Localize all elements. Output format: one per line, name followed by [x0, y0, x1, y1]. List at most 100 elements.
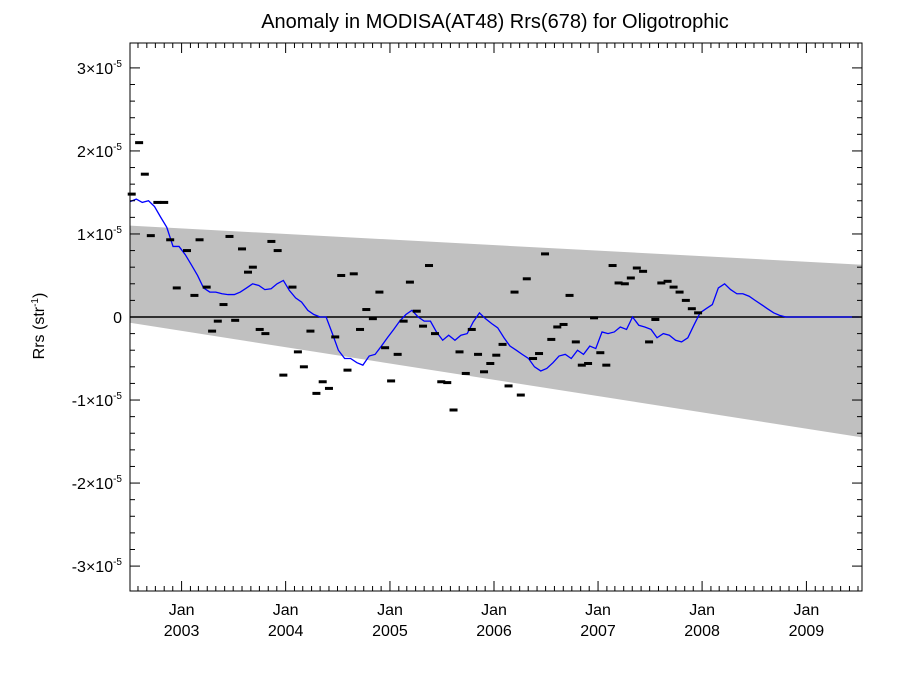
- data-point: [437, 380, 446, 384]
- data-point: [190, 293, 199, 297]
- data-point: [324, 386, 333, 390]
- data-point: [498, 342, 507, 346]
- data-point: [681, 298, 690, 302]
- y-tick-label: -3×10-5: [72, 557, 123, 576]
- data-point: [663, 279, 672, 283]
- data-point: [492, 353, 501, 357]
- x-tick-label-month: Jan: [169, 602, 195, 619]
- data-point: [461, 371, 470, 375]
- data-point: [279, 373, 288, 377]
- data-point: [238, 247, 247, 251]
- data-point: [480, 370, 489, 374]
- x-tick-label-month: Jan: [794, 602, 820, 619]
- data-point: [565, 293, 574, 297]
- data-point: [510, 290, 519, 294]
- data-point: [553, 325, 562, 329]
- running-mean-line: [129, 198, 860, 372]
- data-point: [225, 234, 234, 238]
- data-point: [306, 329, 315, 333]
- data-point: [455, 350, 464, 354]
- data-point: [273, 249, 282, 253]
- data-point: [687, 307, 696, 311]
- data-point: [559, 322, 568, 326]
- data-point: [375, 290, 384, 294]
- data-point: [381, 346, 390, 350]
- data-point: [331, 335, 340, 339]
- data-point: [541, 252, 550, 256]
- data-point: [393, 352, 402, 356]
- data-point: [349, 272, 358, 276]
- data-point: [431, 332, 439, 336]
- data-point: [669, 285, 678, 289]
- x-tick-label-year: 2003: [164, 623, 200, 640]
- chart-title: Anomaly in MODISA(AT48) Rrs(678) for Oli…: [261, 11, 729, 33]
- x-tick-label-year: 2007: [580, 623, 616, 640]
- data-point: [399, 319, 408, 323]
- data-point: [620, 282, 629, 286]
- data-point: [596, 351, 605, 355]
- data-point: [608, 264, 617, 268]
- data-point: [153, 200, 162, 204]
- data-point: [318, 380, 327, 384]
- data-point: [516, 393, 525, 397]
- data-point: [183, 249, 192, 253]
- data-point: [651, 317, 660, 321]
- plot-area: -3×10-5 -2×10-5 -1×10-5 0 1×10-5 2×10-5 3×10-5…: [72, 42, 863, 640]
- x-tick-label-month: Jan: [689, 602, 715, 619]
- data-point: [467, 327, 476, 331]
- data-point: [337, 273, 346, 277]
- data-point: [675, 290, 684, 294]
- data-point: [356, 327, 365, 331]
- data-point: [172, 286, 181, 290]
- data-point: [657, 281, 666, 285]
- data-point: [571, 340, 580, 344]
- data-point: [231, 318, 240, 322]
- y-axis-label: Rrs (str-1): [30, 293, 48, 360]
- data-point: [267, 239, 276, 243]
- y-axis-label-sup: -1: [30, 298, 41, 307]
- data-point: [474, 352, 483, 356]
- y-axis-label-base: Rrs (str: [31, 306, 48, 359]
- data-point: [368, 317, 377, 321]
- x-tick-label-year: 2009: [789, 623, 825, 640]
- data-point: [146, 234, 155, 238]
- y-tick-label: -2×10-5: [72, 474, 123, 493]
- data-point: [584, 361, 593, 365]
- data-point: [645, 340, 654, 344]
- y-tick-label: 2×10-5: [77, 142, 122, 161]
- data-point: [299, 365, 308, 369]
- data-point: [208, 329, 217, 333]
- x-tick-label-month: Jan: [273, 602, 299, 619]
- y-tick-label: -1×10-5: [72, 391, 123, 410]
- data-point: [614, 281, 623, 285]
- data-point: [127, 192, 136, 196]
- data-point: [639, 269, 648, 273]
- data-point: [632, 266, 641, 270]
- data-point: [419, 324, 428, 328]
- x-tick-label-year: 2004: [268, 623, 304, 640]
- data-point: [244, 270, 253, 274]
- y-axis-label-close: ): [31, 293, 48, 298]
- data-point: [288, 285, 297, 289]
- data-point: [405, 280, 414, 284]
- x-tick-label-year: 2005: [372, 623, 408, 640]
- data-point: [504, 384, 513, 388]
- data-point: [195, 238, 204, 242]
- data-point: [293, 350, 302, 354]
- data-point: [166, 238, 175, 242]
- data-point: [449, 408, 458, 412]
- data-point: [261, 332, 270, 336]
- data-point: [362, 308, 371, 312]
- data-point: [255, 327, 264, 331]
- x-tick-label-year: 2008: [684, 623, 720, 640]
- data-point: [535, 352, 544, 356]
- data-point: [412, 309, 421, 313]
- data-point: [140, 172, 149, 176]
- data-point: [577, 363, 586, 367]
- data-point: [343, 368, 352, 372]
- data-point: [135, 141, 144, 145]
- data-point: [626, 276, 635, 280]
- x-tick-label-month: Jan: [481, 602, 507, 619]
- data-point: [387, 379, 396, 383]
